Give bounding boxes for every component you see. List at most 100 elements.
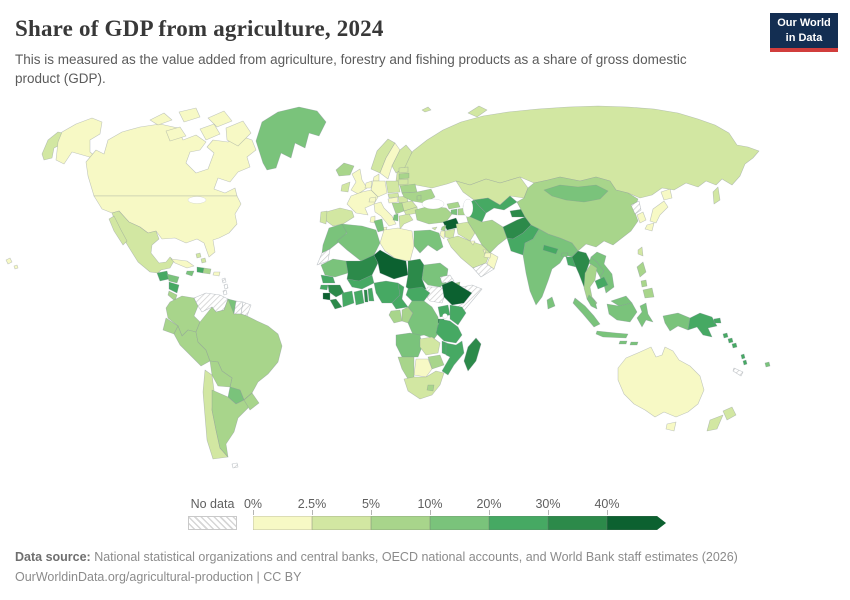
country-cyprus[interactable]: [431, 226, 438, 231]
country-liberia[interactable]: [329, 298, 343, 310]
country-ghana[interactable]: [353, 289, 365, 306]
country-iraq[interactable]: [455, 221, 476, 242]
country-western-sahara[interactable]: [316, 248, 331, 266]
country-france[interactable]: [346, 189, 379, 216]
country-cambodia[interactable]: [594, 276, 609, 290]
country-north-korea[interactable]: [630, 200, 642, 215]
country-austria[interactable]: [387, 196, 399, 204]
country-russia[interactable]: [395, 105, 760, 199]
country-benelux[interactable]: [364, 180, 373, 189]
country-french-guiana[interactable]: [240, 301, 252, 317]
country-nepal[interactable]: [542, 244, 559, 255]
country-argentina[interactable]: [211, 389, 253, 458]
legend-no-data-swatch[interactable]: [188, 516, 237, 530]
country-senegal[interactable]: [320, 274, 336, 284]
legend-bin-10-20%[interactable]: [430, 516, 489, 530]
country-mexico-baja[interactable]: [108, 215, 128, 246]
country-namibia[interactable]: [397, 356, 415, 380]
country-tanzania[interactable]: [435, 318, 463, 344]
country-south-africa[interactable]: [403, 370, 445, 400]
country-vietnam[interactable]: [590, 251, 615, 294]
legend-bin-2.5-5%[interactable]: [312, 516, 371, 530]
country-jamaica[interactable]: [185, 270, 195, 277]
legend-bin-0-2.5%[interactable]: [253, 516, 312, 530]
country-saudi-arabia[interactable]: [446, 235, 491, 269]
country-australia-tasmania[interactable]: [665, 421, 677, 432]
country-finland[interactable]: [391, 144, 413, 174]
country-guinea[interactable]: [327, 284, 345, 298]
country-russia-novaya-zemlya[interactable]: [467, 105, 488, 118]
country-papua-new-guinea[interactable]: [687, 312, 722, 338]
country-qatar[interactable]: [482, 249, 487, 255]
country-indonesia[interactable]: [572, 297, 691, 346]
country-zambia[interactable]: [419, 336, 441, 356]
footer-license-line[interactable]: OurWorldinData.org/agricultural-producti…: [15, 570, 302, 585]
legend-bin-30-40%[interactable]: [548, 516, 607, 530]
country-mozambique[interactable]: [441, 340, 465, 376]
country-botswana[interactable]: [413, 358, 433, 378]
country-togo[interactable]: [363, 289, 369, 303]
country-benin[interactable]: [367, 287, 375, 302]
country-mongolia[interactable]: [543, 184, 609, 203]
country-canada-baffin[interactable]: [225, 120, 252, 147]
country-iceland[interactable]: [335, 162, 355, 177]
country-germany[interactable]: [370, 180, 388, 198]
country-nicaragua[interactable]: [168, 281, 180, 294]
country-latvia[interactable]: [398, 172, 410, 180]
country-dominican-republic[interactable]: [202, 267, 212, 275]
country-usa-hawaii[interactable]: [5, 257, 19, 270]
country-mexico[interactable]: [111, 210, 175, 274]
country-georgia[interactable]: [446, 201, 461, 210]
country-falkland-islands[interactable]: [231, 462, 239, 469]
country-russia-sakhalin[interactable]: [712, 186, 721, 205]
country-guatemala[interactable]: [156, 270, 170, 282]
country-australia[interactable]: [617, 346, 705, 418]
country-serbia[interactable]: [391, 202, 405, 215]
country-united-kingdom[interactable]: [350, 168, 368, 195]
country-japan[interactable]: [644, 188, 673, 232]
country-bhutan[interactable]: [560, 252, 569, 258]
country-cuba[interactable]: [170, 258, 195, 269]
country-estonia[interactable]: [398, 166, 409, 174]
country-lesser-antilles[interactable]: [221, 277, 229, 296]
country-angola[interactable]: [395, 332, 423, 358]
country-israel[interactable]: [439, 230, 446, 240]
legend-bin-5-10%[interactable]: [371, 516, 430, 530]
country-puerto-rico[interactable]: [212, 271, 221, 277]
country-kenya[interactable]: [449, 304, 467, 326]
country-lesotho[interactable]: [426, 384, 435, 392]
country-canada-arctic-4[interactable]: [165, 126, 187, 142]
country-canada-arctic-1[interactable]: [149, 112, 173, 126]
country-canada-arctic-2[interactable]: [178, 107, 201, 123]
country-sierra-leone[interactable]: [322, 292, 331, 301]
country-chad[interactable]: [405, 258, 427, 294]
country-kuwait[interactable]: [469, 240, 476, 246]
country-iran[interactable]: [465, 214, 508, 254]
country-canada-arctic-5[interactable]: [199, 123, 221, 141]
country-drc[interactable]: [407, 300, 441, 340]
country-vanuatu[interactable]: [740, 353, 748, 366]
country-south-korea[interactable]: [636, 211, 647, 224]
country-thailand[interactable]: [583, 263, 598, 308]
country-canada[interactable]: [85, 123, 257, 197]
country-poland[interactable]: [385, 180, 401, 194]
legend-bin-20-30%[interactable]: [489, 516, 548, 530]
country-greenland[interactable]: [255, 106, 327, 171]
country-guinea-bissau[interactable]: [319, 284, 329, 291]
country-bolivia[interactable]: [209, 360, 233, 388]
country-usa-alaska[interactable]: [55, 117, 103, 165]
country-fiji[interactable]: [764, 361, 771, 368]
country-uruguay[interactable]: [243, 392, 260, 411]
legend-bin->40%[interactable]: [607, 516, 666, 530]
country-portugal[interactable]: [319, 210, 328, 225]
country-cameroon[interactable]: [391, 282, 409, 310]
country-albania[interactable]: [392, 213, 399, 222]
owid-logo[interactable]: Our World in Data: [770, 13, 838, 52]
country-gabon[interactable]: [388, 309, 403, 324]
country-bahamas[interactable]: [195, 252, 207, 264]
country-spain[interactable]: [324, 207, 355, 227]
country-honduras[interactable]: [166, 273, 180, 284]
country-sri-lanka[interactable]: [546, 296, 556, 310]
country-india[interactable]: [522, 228, 579, 306]
country-moldova[interactable]: [416, 194, 422, 201]
